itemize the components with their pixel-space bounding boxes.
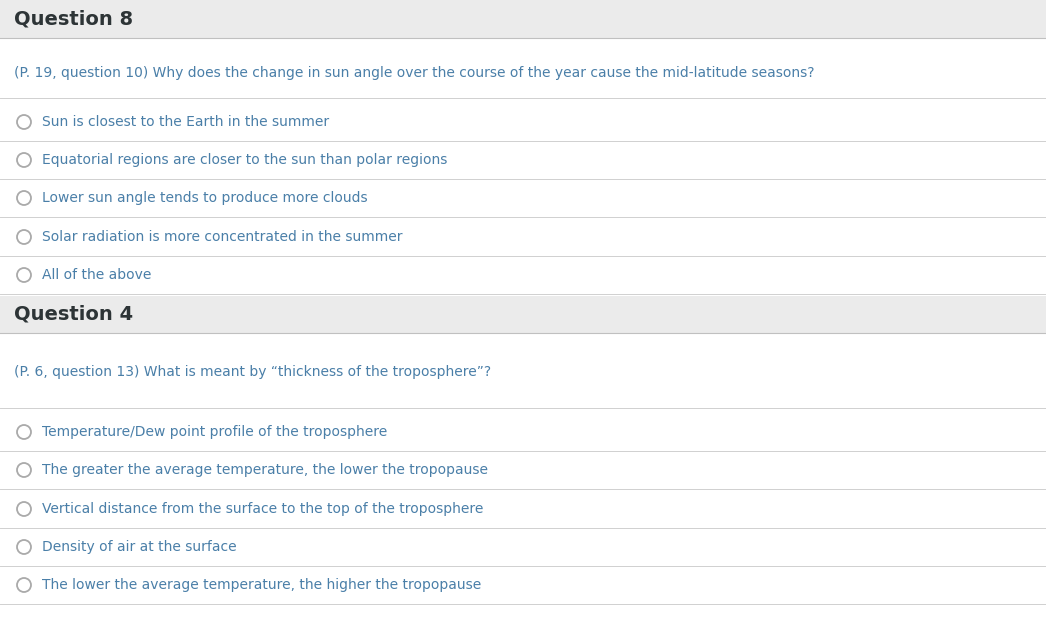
Text: Solar radiation is more concentrated in the summer: Solar radiation is more concentrated in … xyxy=(42,230,403,244)
Text: Vertical distance from the surface to the top of the troposphere: Vertical distance from the surface to th… xyxy=(42,502,483,516)
Bar xyxy=(0,0,1046,38)
Text: (P. 6, question 13) What is meant by “thickness of the troposphere”?: (P. 6, question 13) What is meant by “th… xyxy=(14,365,492,379)
Text: Question 8: Question 8 xyxy=(14,9,133,29)
Bar xyxy=(0,296,1046,333)
Text: The greater the average temperature, the lower the tropopause: The greater the average temperature, the… xyxy=(42,463,488,477)
Text: Question 4: Question 4 xyxy=(14,305,133,323)
Text: Density of air at the surface: Density of air at the surface xyxy=(42,540,236,554)
Text: (P. 19, question 10) Why does the change in sun angle over the course of the yea: (P. 19, question 10) Why does the change… xyxy=(14,66,815,80)
Text: Equatorial regions are closer to the sun than polar regions: Equatorial regions are closer to the sun… xyxy=(42,153,448,167)
Text: The lower the average temperature, the higher the tropopause: The lower the average temperature, the h… xyxy=(42,578,481,592)
Text: All of the above: All of the above xyxy=(42,268,152,282)
Text: Lower sun angle tends to produce more clouds: Lower sun angle tends to produce more cl… xyxy=(42,191,367,205)
Text: Sun is closest to the Earth in the summer: Sun is closest to the Earth in the summe… xyxy=(42,115,329,129)
Text: Temperature/Dew point profile of the troposphere: Temperature/Dew point profile of the tro… xyxy=(42,425,387,439)
